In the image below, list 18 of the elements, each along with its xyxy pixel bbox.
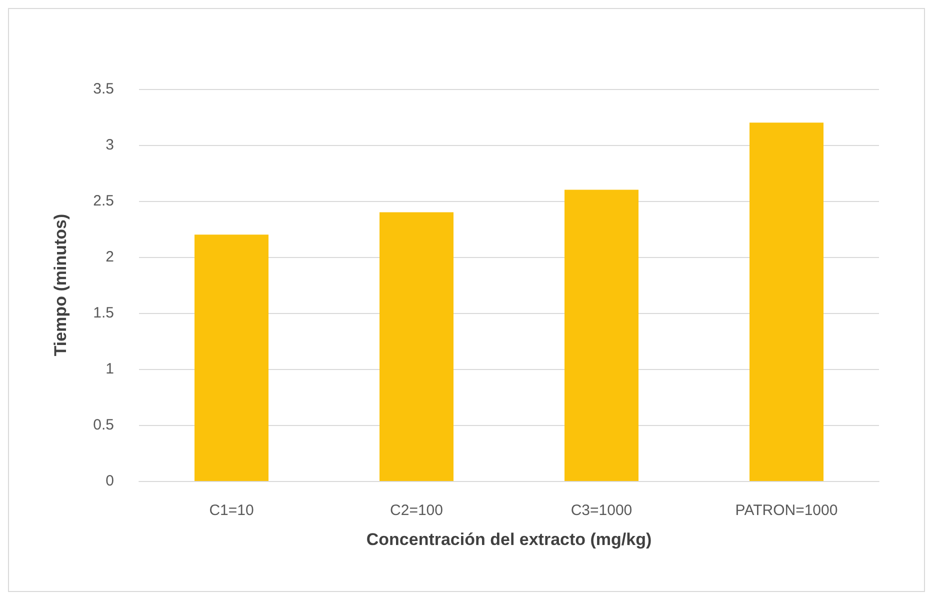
y-tick-label: 1 — [106, 360, 114, 378]
y-tick-label: 3.5 — [93, 80, 114, 98]
x-axis-title: Concentración del extracto (mg/kg) — [366, 530, 652, 549]
x-tick-label: PATRON=1000 — [735, 502, 838, 519]
y-tick-label: 2 — [106, 248, 114, 266]
x-tick-label: C2=100 — [390, 502, 443, 519]
bar — [380, 212, 454, 481]
bar — [750, 122, 824, 481]
y-tick-label: 3 — [106, 136, 114, 154]
y-tick-label: 0 — [106, 472, 114, 490]
x-tick-label: C3=1000 — [570, 502, 632, 519]
y-tick-label: 1.5 — [93, 304, 114, 322]
bar — [564, 190, 638, 481]
y-tick-label: 0.5 — [93, 416, 114, 434]
y-tick-label: 2.5 — [93, 192, 114, 210]
x-tick-label: C1=10 — [209, 502, 254, 519]
y-axis-title: Tiempo (minutos) — [51, 214, 70, 356]
bar — [194, 234, 268, 481]
